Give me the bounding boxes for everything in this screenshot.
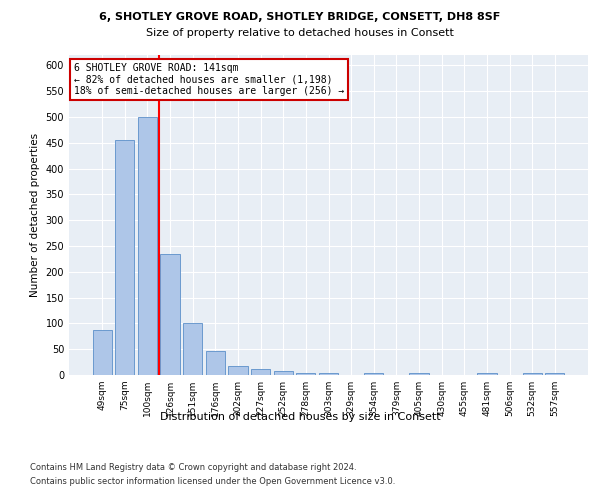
Text: Size of property relative to detached houses in Consett: Size of property relative to detached ho…: [146, 28, 454, 38]
Bar: [160, 254, 180, 375]
Bar: [296, 373, 316, 375]
Bar: [92, 330, 112, 375]
Bar: [545, 374, 565, 375]
Bar: [409, 374, 428, 375]
Bar: [274, 372, 293, 375]
Bar: [477, 374, 497, 375]
Bar: [115, 140, 134, 375]
Text: Distribution of detached houses by size in Consett: Distribution of detached houses by size …: [160, 412, 440, 422]
Text: Contains public sector information licensed under the Open Government Licence v3: Contains public sector information licen…: [30, 478, 395, 486]
Bar: [229, 366, 248, 375]
Bar: [206, 350, 225, 375]
Bar: [183, 323, 202, 375]
Text: 6 SHOTLEY GROVE ROAD: 141sqm
← 82% of detached houses are smaller (1,198)
18% of: 6 SHOTLEY GROVE ROAD: 141sqm ← 82% of de…: [74, 63, 344, 96]
Bar: [319, 374, 338, 375]
Y-axis label: Number of detached properties: Number of detached properties: [30, 133, 40, 297]
Bar: [364, 373, 383, 375]
Text: 6, SHOTLEY GROVE ROAD, SHOTLEY BRIDGE, CONSETT, DH8 8SF: 6, SHOTLEY GROVE ROAD, SHOTLEY BRIDGE, C…: [100, 12, 500, 22]
Bar: [251, 370, 270, 375]
Bar: [523, 374, 542, 375]
Bar: [138, 117, 157, 375]
Text: Contains HM Land Registry data © Crown copyright and database right 2024.: Contains HM Land Registry data © Crown c…: [30, 462, 356, 471]
